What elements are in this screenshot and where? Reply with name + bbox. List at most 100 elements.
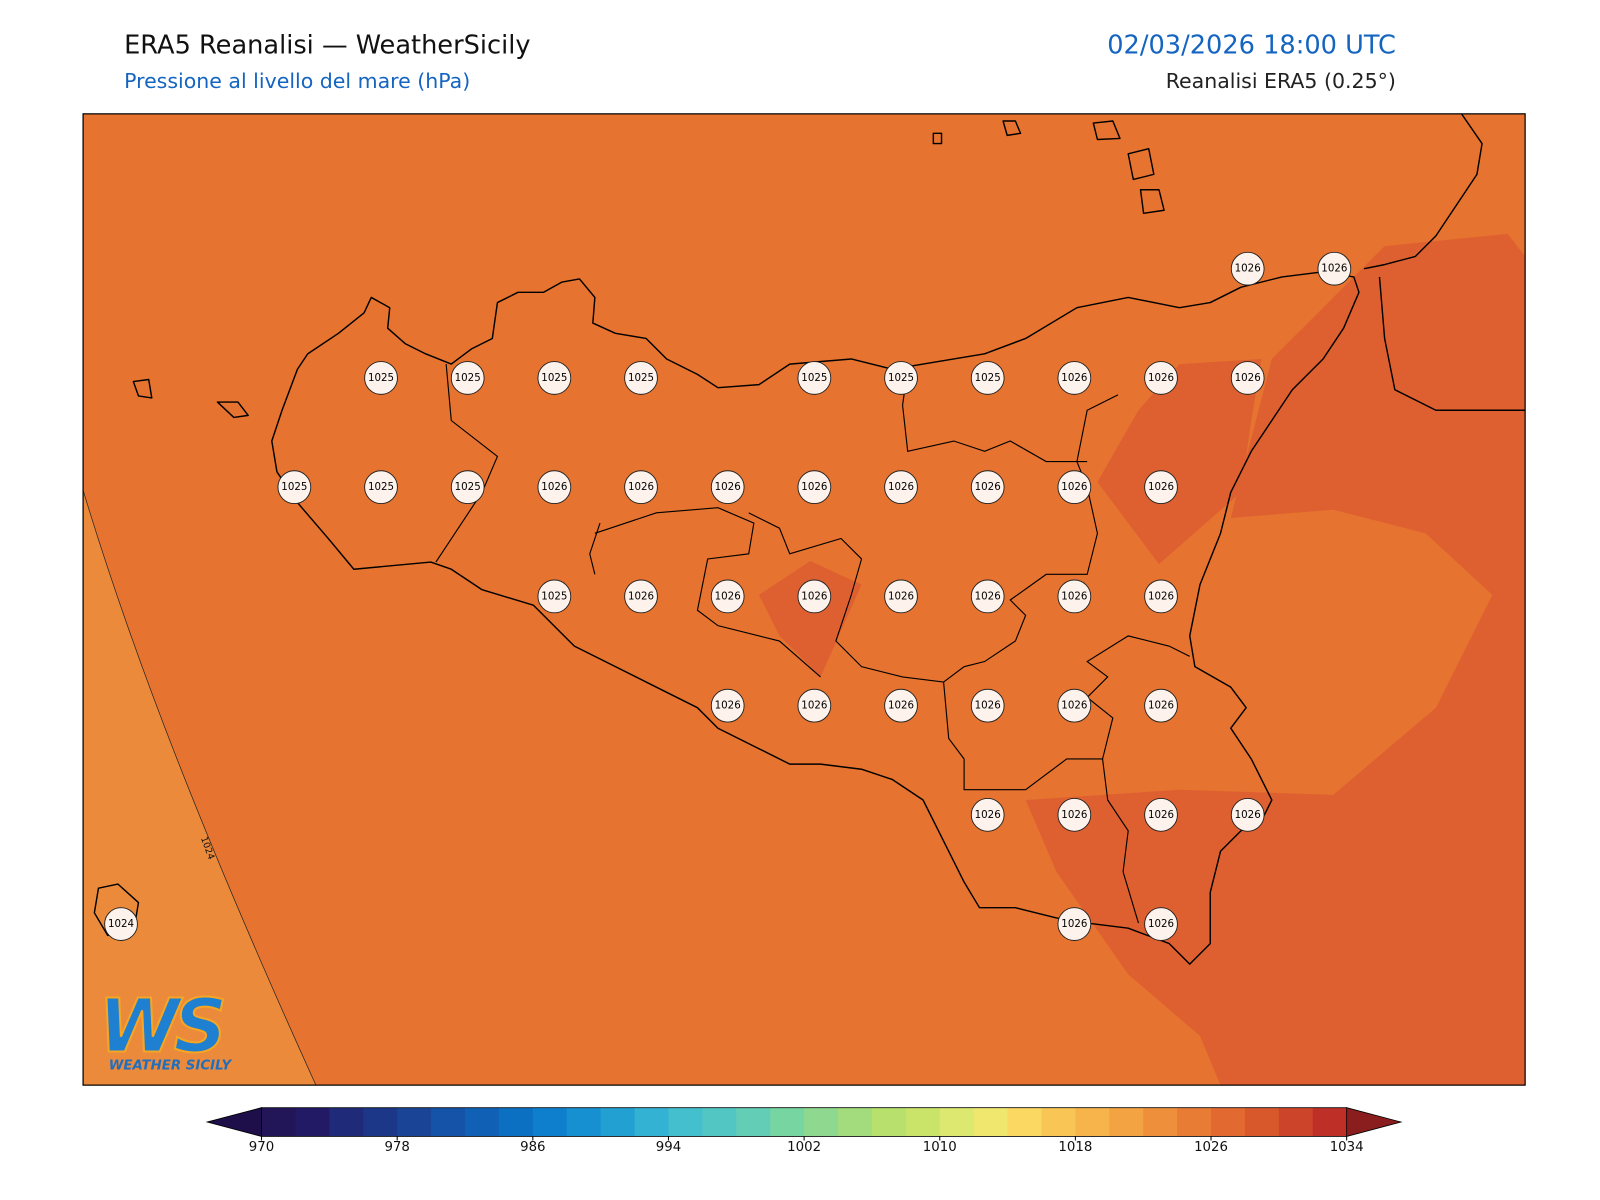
colorbar: 970 978 986 994 1002 1010 1018 1026 1034 — [205, 1107, 1403, 1155]
colorbar-cell — [1244, 1107, 1280, 1137]
station-marker — [450, 361, 485, 395]
station-value: 1026 — [715, 590, 741, 602]
station-value: 1026 — [888, 481, 914, 493]
colorbar-cell — [1041, 1107, 1076, 1137]
station: 1026 — [797, 470, 832, 505]
station: 1026 — [797, 579, 832, 614]
station-marker — [364, 361, 398, 395]
colorbar-cell — [668, 1107, 703, 1137]
station: 1026 — [1144, 688, 1178, 723]
contour-line — [83, 490, 317, 1086]
station: 1025 — [624, 361, 658, 395]
station: 1026 — [1144, 907, 1178, 941]
station-marker — [537, 361, 572, 395]
field-dark — [758, 561, 862, 677]
colorbar-tick-label: 1010 — [923, 1140, 957, 1155]
colorbar-cell — [871, 1107, 907, 1137]
colorbar-cell — [363, 1107, 398, 1137]
station-marker — [1230, 251, 1265, 286]
colorbar-cell — [329, 1107, 364, 1137]
station-marker — [1317, 251, 1352, 286]
station-marker — [1057, 361, 1092, 395]
station-marker — [797, 470, 832, 505]
station-marker — [1144, 361, 1178, 395]
colorbar-cell — [1278, 1107, 1314, 1137]
station-marker — [970, 361, 1005, 395]
colorbar-cell — [1075, 1107, 1110, 1137]
station: 1026 — [797, 688, 832, 723]
field-dark — [1097, 358, 1262, 565]
station-value: 1026 — [1148, 590, 1174, 602]
station: 1025 — [364, 361, 398, 395]
colorbar-cell — [1109, 1107, 1144, 1137]
colorbar-cell — [1177, 1107, 1212, 1137]
station-value: 1024 — [108, 918, 134, 930]
station-marker — [624, 470, 658, 505]
station: 1026 — [710, 688, 745, 723]
station-marker — [797, 361, 832, 395]
station: 1026 — [1144, 470, 1178, 505]
colorbar-tick-label: 978 — [384, 1140, 409, 1155]
station: 1026 — [970, 579, 1005, 614]
colorbar-cell — [431, 1107, 466, 1137]
station-marker — [1057, 907, 1092, 941]
station-value: 1026 — [1061, 481, 1087, 493]
colorbar-tick-label: 1034 — [1330, 1140, 1364, 1155]
station-value: 1026 — [1235, 372, 1261, 384]
station-marker — [624, 361, 658, 395]
colorbar-tick-label: 1026 — [1194, 1140, 1228, 1155]
colorbar-cell — [1312, 1107, 1348, 1137]
station-value: 1025 — [888, 372, 914, 384]
colorbar-extend-high — [1346, 1107, 1403, 1137]
station-marker — [624, 579, 658, 614]
station: 1026 — [1230, 361, 1265, 395]
station-value: 1026 — [715, 481, 741, 493]
subtitle: Pressione al livello del mare (hPa) — [124, 69, 470, 93]
station-value: 1026 — [628, 481, 654, 493]
station-marker — [970, 579, 1005, 614]
station-value: 1026 — [888, 700, 914, 712]
station-value: 1026 — [1148, 372, 1174, 384]
station-marker — [1144, 579, 1178, 614]
station-value: 1026 — [1235, 809, 1261, 821]
station-value: 1025 — [281, 481, 307, 493]
colorbar-cell — [397, 1107, 432, 1137]
station-value: 1026 — [975, 809, 1001, 821]
station-value: 1026 — [628, 590, 654, 602]
station: 1026 — [1144, 579, 1178, 614]
province-borders — [435, 364, 1190, 924]
station-marker — [884, 361, 918, 395]
station: 1026 — [1057, 361, 1092, 395]
station-marker — [884, 470, 918, 505]
colorbar-cell — [566, 1107, 602, 1137]
map-frame — [82, 113, 1526, 1086]
field-dark — [1025, 233, 1526, 1086]
station: 1026 — [1230, 251, 1265, 286]
station: 1025 — [277, 470, 312, 505]
colorbar-cell — [498, 1107, 534, 1137]
station-marker — [277, 470, 312, 505]
station-marker — [1144, 797, 1178, 832]
station-marker — [797, 688, 832, 723]
station: 1026 — [1057, 470, 1092, 505]
station-marker — [970, 470, 1005, 505]
station: 1026 — [884, 579, 918, 614]
station-marker — [884, 579, 918, 614]
station: 1026 — [624, 470, 658, 505]
station-marker — [450, 470, 485, 505]
station-marker — [1230, 361, 1265, 395]
station-value: 1025 — [975, 372, 1001, 384]
station-value: 1026 — [1148, 481, 1174, 493]
source: Reanalisi ERA5 (0.25°) — [1166, 69, 1396, 93]
colorbar-cell — [532, 1107, 568, 1137]
station: 1026 — [1317, 251, 1352, 286]
stations: 1026 1026 1025 1025 1025 1025 1025 1025 1025 1026… — [104, 251, 1352, 941]
colorbar-tick-label: 1002 — [787, 1140, 821, 1155]
station-value: 1025 — [801, 372, 827, 384]
colorbar-cell — [770, 1107, 805, 1137]
station-value: 1026 — [1321, 263, 1347, 275]
station-value: 1026 — [1148, 809, 1174, 821]
station: 1026 — [884, 470, 918, 505]
logo: WS WEATHER SICILY — [97, 982, 232, 1073]
station-value: 1025 — [541, 590, 567, 602]
